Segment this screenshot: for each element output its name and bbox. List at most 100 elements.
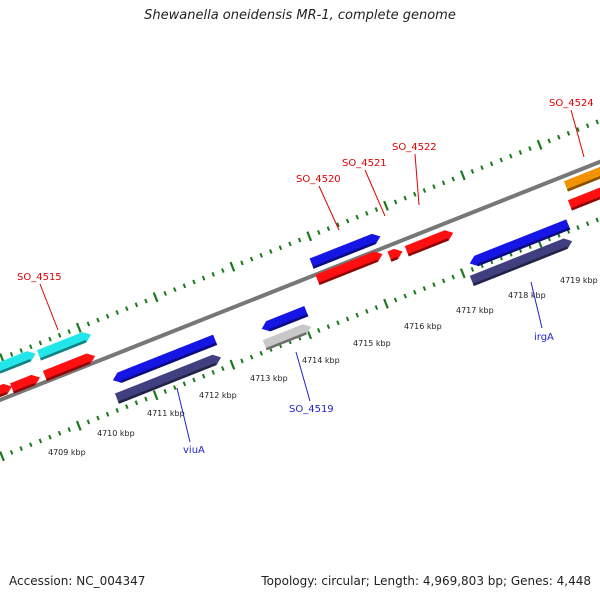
gene-red-1: [0, 383, 12, 403]
ruler-bottom-tick: [383, 298, 389, 309]
ruler-top-tick: [306, 231, 313, 242]
gene-orange-SO4524: [563, 163, 600, 192]
ruler-top-tick: [576, 127, 580, 132]
ruler-top-tick: [57, 332, 62, 338]
ruler-bottom-tick: [182, 381, 187, 387]
ruler-top-tick: [547, 138, 551, 144]
gene-red-SO4521-body: [315, 251, 383, 286]
gene-red-2: [10, 374, 40, 394]
leader-line: [39, 283, 59, 331]
leader-line: [176, 387, 191, 443]
gene-navy-irgA: [469, 238, 573, 287]
gene-red-SO4524-shadow: [571, 190, 600, 211]
ruler-bottom-tick: [317, 328, 321, 333]
ruler-bottom-tick: [336, 320, 340, 326]
ruler-bottom-tick: [365, 308, 369, 314]
gene-red-2-body: [10, 374, 40, 394]
ruler-bottom-tick: [259, 350, 263, 356]
ruler-top-tick: [163, 291, 167, 296]
ruler-bottom-tick: [67, 427, 71, 432]
gene-blue-SO4519: [261, 306, 309, 332]
ruler-top-tick: [144, 298, 148, 304]
gene-red-SO4521: [315, 251, 383, 286]
ruler-top-tick: [326, 226, 331, 232]
leader-line: [318, 185, 340, 231]
ruler-bottom-tick: [0, 451, 5, 462]
ruler-top-tick: [459, 170, 466, 181]
gene-navy-viuA-body: [114, 354, 222, 404]
leader-line: [414, 153, 420, 206]
ruler-bottom-tick: [374, 305, 379, 310]
leader-line: [295, 351, 311, 402]
ruler-bottom-tick: [585, 221, 590, 227]
gene-features: [0, 163, 600, 404]
gene-red-1-body: [0, 383, 12, 403]
ruler-bottom-tick: [393, 297, 398, 303]
ruler-bottom-tick: [38, 438, 43, 444]
ruler-top-tick: [422, 188, 427, 193]
ruler-top-tick: [29, 344, 33, 350]
ruler-top-tick: [317, 230, 321, 235]
ruler-bottom-tick: [595, 217, 599, 223]
gene-blue-SO4520-shadow: [312, 241, 376, 269]
ruler-bottom-tick: [441, 278, 446, 284]
gene-label: SO_4522: [392, 142, 437, 153]
ruler-bottom-tick: [229, 359, 236, 370]
gene-gray-SO4519: [262, 324, 312, 351]
gene-red-SO4522: [404, 230, 454, 257]
ruler-bottom-tick: [9, 449, 14, 455]
ruler-bottom-tick: [459, 268, 466, 279]
ruler-bottom-tick: [96, 415, 100, 421]
scale-label: 4712 kbp: [199, 391, 237, 400]
ruler-bottom-tick: [144, 396, 148, 402]
ruler-bottom-tick: [125, 404, 129, 410]
ruler-bottom-tick: [432, 282, 436, 288]
gene-cyan-1-body: [0, 351, 36, 374]
leader-line: [364, 169, 386, 217]
ruler-top-tick: [259, 252, 263, 258]
ruler-bottom-tick: [345, 316, 350, 322]
ruler-top-tick: [67, 329, 71, 334]
gene-navy-viuA-shadow: [118, 362, 217, 404]
ruler-top-tick: [336, 222, 340, 228]
ruler-top-tick: [413, 191, 417, 197]
gene-label: SO_4515: [17, 272, 62, 283]
ruler-top-tick: [345, 218, 350, 224]
ruler-bottom-tick: [355, 312, 359, 318]
ruler-top-tick: [38, 340, 43, 346]
gene-blue-irgA-up-shadow: [477, 227, 571, 267]
ruler-top-tick: [152, 292, 159, 303]
ruler-bottom-tick: [115, 408, 119, 413]
ruler-bottom-tick: [221, 366, 225, 371]
gene-blue-viuA-up-shadow: [120, 342, 218, 383]
ruler-top-tick: [278, 245, 283, 251]
ruler-top-tick: [432, 184, 436, 190]
ruler-top-tick: [96, 317, 100, 323]
scale-label: 4710 kbp: [97, 429, 135, 438]
gene-cyan-1: [0, 351, 36, 374]
gene-cyan-2-body: [36, 332, 92, 361]
gene-gray-SO4519-body: [262, 324, 312, 351]
ruler-bottom-tick: [249, 354, 254, 360]
ruler-top-tick: [86, 321, 91, 327]
ruler-top-tick: [125, 306, 129, 312]
ruler-bottom-tick: [403, 293, 407, 299]
ruler-top-tick: [509, 153, 513, 159]
leader-line: [570, 109, 585, 158]
gene-red-small-shadow: [390, 256, 399, 262]
gene-label: SO_4519: [289, 404, 334, 415]
gene-blue-viuA-up: [112, 334, 218, 383]
gene-label: viuA: [183, 445, 205, 456]
scale-label: 4719 kbp: [560, 276, 598, 285]
gene-cyan-1-shadow: [0, 358, 32, 374]
gene-red-SO4524: [567, 182, 600, 211]
ruler-top-tick: [249, 256, 254, 262]
ruler-top-tick: [134, 302, 139, 308]
gene-blue-irgA-up-body: [469, 219, 571, 267]
ruler-bottom-tick: [451, 274, 455, 280]
gene-red-SO4522-shadow: [407, 238, 449, 257]
genome-backbone: [0, 159, 600, 403]
scale-label: 4713 kbp: [250, 374, 288, 383]
ruler-bottom-tick: [134, 400, 139, 406]
scale-label: 4715 kbp: [353, 339, 391, 348]
